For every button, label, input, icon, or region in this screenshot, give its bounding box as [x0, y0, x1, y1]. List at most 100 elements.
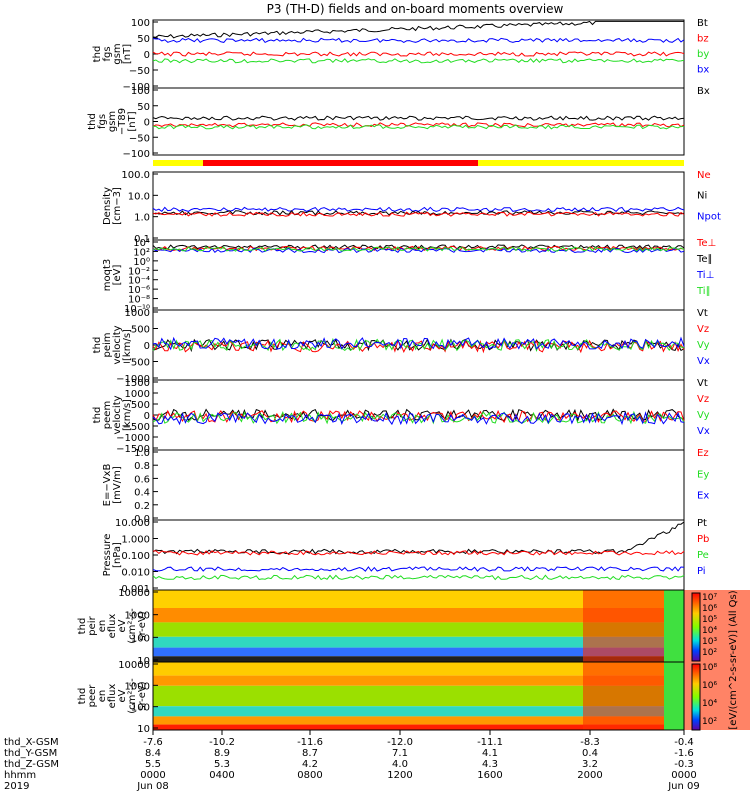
fgs-gsm-t89-ytick-label: 0	[144, 118, 150, 129]
efield-ytick-label: 0.2	[134, 501, 150, 512]
mode-bar	[153, 160, 684, 166]
peem-ylabel: thd	[92, 407, 103, 424]
peem-trace-1	[152, 409, 685, 424]
peim-ylabel: peim	[102, 332, 113, 357]
peir-ylabel: (cm²-s-	[127, 608, 138, 644]
xaxis-value: 2000	[577, 770, 602, 781]
peir-ylabel: thd	[77, 618, 88, 635]
panel-fgs-gsm-t89: 100 50 0 −50 −100 thd fgs gsm −T89 [nT] Bx	[87, 86, 710, 160]
xaxis-value: 1600	[477, 770, 502, 781]
peer-band-3	[153, 706, 684, 717]
peir-band-0	[153, 590, 684, 608]
temp-legend-1: Te∥	[696, 254, 713, 265]
pressure-ytick-label: 0.010	[121, 568, 150, 579]
density-ytick-label: 0.1	[134, 234, 150, 245]
peir-band-3	[153, 636, 684, 648]
density-legend-1: Ni	[697, 191, 707, 202]
density-legend-2: Npot	[697, 211, 721, 222]
peem-ytick-label: 500	[131, 400, 150, 411]
temp-ytick-label: 10⁻¹⁰	[124, 304, 150, 315]
colorbar-tick: 10⁵	[702, 615, 717, 625]
fgs-gsm-t89-trace-2	[153, 124, 685, 130]
peir-band-4	[153, 647, 684, 657]
xaxis-value: -11.6	[297, 737, 323, 748]
pressure-legend-3: Pi	[697, 566, 706, 577]
efield-ylabel: E=−VxB	[102, 464, 113, 507]
peem-ytick-label: −1500	[116, 444, 150, 455]
peim-ylabel: thd	[92, 337, 103, 354]
xaxis-row-label: thd_Y-GSM	[4, 748, 57, 759]
fgs-gsm-ytick-label: 50	[137, 34, 150, 45]
pressure-frame	[152, 519, 685, 591]
peem-legend-2: Vy	[697, 410, 710, 421]
fgs-gsm-ytick-label: −50	[129, 66, 150, 77]
peir-ytick-label: 10	[137, 656, 150, 667]
peer-band-0	[153, 662, 684, 676]
peer-band-5	[153, 724, 684, 730]
temp-ytick-label: 10⁴	[133, 238, 150, 249]
colorbar-tick: 10⁷	[702, 593, 717, 603]
peer-ylabel: eflux	[107, 684, 118, 709]
peer-edge-region	[664, 662, 684, 730]
peem-ylabel: velocity	[112, 395, 123, 434]
peir-ytick-label: 100	[131, 633, 150, 644]
efield-ytick-label: 0.6	[134, 474, 150, 485]
temp-ytick-label: 10⁻⁸	[128, 295, 150, 306]
pressure-legend-0: Pt	[697, 518, 707, 529]
xaxis-row-label: hhmm	[4, 770, 36, 781]
xaxis-value: 0.4	[582, 748, 598, 759]
temp-ylabel: moqt3	[102, 259, 113, 292]
peem-trace-2	[152, 410, 685, 425]
colorbar-top	[691, 592, 701, 662]
temp-legend-0: Te⊥	[696, 238, 716, 249]
density-trace-1	[152, 209, 685, 216]
density-trace-2	[152, 211, 685, 217]
xaxis-value: Jun 09	[667, 781, 700, 792]
peem-ylabel: [km/s]	[122, 399, 133, 431]
peer-ylabel: peer	[87, 684, 98, 708]
density-legend-0: Ne	[697, 170, 711, 181]
density-ylabel: [cm−3]	[112, 187, 123, 225]
peem-trace-3	[152, 411, 685, 426]
xaxis-value: 0000	[140, 770, 165, 781]
temp-ytick-label: 10⁻²	[128, 266, 150, 277]
colorbar-bottom	[691, 663, 701, 731]
fgs-gsm-trace-1	[152, 51, 685, 57]
pressure-ylabel: [nPa]	[112, 542, 123, 568]
panel-peim: 1000 500 0 −500 −1000 thd peim velocity [km/s] Vt…	[92, 308, 710, 385]
fgs-gsm-trace-2	[152, 58, 685, 64]
xaxis-value: -0.4	[674, 737, 694, 748]
peir-band-2	[153, 622, 684, 637]
peim-ytick-label: 0	[144, 341, 150, 352]
fgs-gsm-t89-ytick-label: −100	[123, 149, 150, 160]
fgs-gsm-t89-frame	[152, 87, 685, 156]
density-frame	[152, 171, 685, 241]
mode-bar-burst	[203, 160, 478, 166]
colorbar-tick: 10⁶	[702, 604, 717, 614]
pressure-legend-2: Pe	[697, 550, 709, 561]
fgs-gsm-t89-ylabel: [nT]	[127, 111, 138, 131]
colorbar-tick: 10³	[702, 637, 717, 647]
xaxis-row-label: 2019	[4, 781, 29, 792]
peim-trace-3	[152, 336, 685, 351]
peer-ylabel: thd	[77, 688, 88, 705]
plot-title: P3 (TH-D) fields and on-board moments ov…	[267, 2, 564, 16]
pressure-trace-1	[152, 550, 685, 556]
density-trace-0	[152, 206, 685, 213]
efield-legend-0: Ez	[697, 448, 709, 459]
xaxis-value: -7.6	[143, 737, 163, 748]
xaxis-value: 5.5	[145, 759, 161, 770]
temp-trace-3	[152, 246, 685, 252]
xaxis-value: -12.0	[387, 737, 413, 748]
peer-ytick-label: 1000	[125, 681, 150, 692]
peer-ylabel: en	[97, 690, 108, 703]
fgs-gsm-t89-trace-1	[152, 122, 685, 128]
pressure-ytick-label: 0.100	[121, 551, 150, 562]
peir-ylabel: en	[97, 620, 108, 633]
efield-ytick-label: 0.4	[134, 488, 150, 499]
pressure-ytick-label: 1.000	[121, 535, 150, 546]
xaxis-value: -11.1	[477, 737, 503, 748]
fgs-gsm-trace-0	[152, 20, 684, 39]
